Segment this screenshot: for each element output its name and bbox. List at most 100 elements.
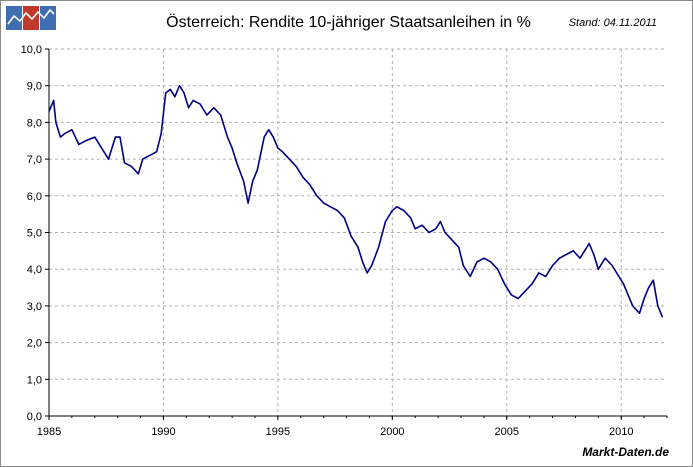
data-point [648, 286, 650, 289]
data-point [119, 136, 121, 138]
data-point [142, 158, 144, 160]
data-point [439, 220, 441, 223]
y-tick-label: 5,0 [27, 228, 42, 240]
y-tick-label: 0,0 [27, 411, 42, 423]
x-tick-label: 1985 [37, 426, 61, 438]
data-point [137, 173, 139, 175]
x-tick-label: 2010 [609, 426, 633, 438]
data-point [545, 275, 547, 278]
data-point [52, 99, 55, 101]
data-point [59, 136, 62, 138]
data-point [183, 92, 185, 94]
data-point [149, 154, 151, 157]
data-point [155, 151, 158, 153]
data-point [572, 250, 574, 252]
data-point [114, 136, 116, 138]
data-point [627, 294, 629, 296]
data-point [252, 180, 254, 182]
data-point [611, 264, 613, 267]
data-point [226, 136, 229, 138]
x-tick-label: 2005 [495, 426, 519, 438]
data-point [622, 283, 625, 285]
data-point [85, 140, 87, 142]
data-point [565, 253, 567, 256]
data-point [593, 253, 595, 256]
data-point [517, 297, 519, 300]
data-point [350, 235, 352, 237]
grid-lines [49, 48, 667, 416]
stand-date: Stand: 04.11.2011 [568, 17, 657, 29]
data-point [604, 257, 606, 259]
data-point [130, 165, 132, 168]
data-point [336, 209, 338, 212]
data-point [288, 158, 290, 160]
data-point [618, 275, 620, 278]
data-point [323, 202, 325, 204]
data-point [597, 268, 599, 270]
data-point [469, 275, 471, 278]
data-point [48, 110, 50, 112]
data-point [55, 121, 57, 123]
series-line [48, 84, 664, 318]
data-point [272, 136, 274, 138]
data-point [206, 114, 208, 116]
data-point [277, 147, 279, 149]
y-tick-label: 6,0 [27, 191, 42, 203]
data-point [107, 158, 110, 160]
data-point [94, 136, 96, 138]
data-point [309, 184, 311, 186]
data-point [435, 228, 437, 230]
data-point [192, 99, 194, 101]
data-point [538, 272, 540, 274]
data-point [531, 283, 533, 285]
chart-title: Österreich: Rendite 10-jähriger Staatsan… [166, 14, 531, 31]
tick-labels: 0,0 1,0 2,0 3,0 4,0 5,0 6,0 7,0 8,0 9,0 10,0 1985 19… [21, 44, 634, 438]
data-point [490, 261, 492, 263]
data-point [213, 107, 215, 109]
data-point [295, 165, 297, 168]
data-point [652, 279, 654, 281]
data-point [343, 217, 345, 219]
source-credit: Markt-Daten.de [582, 445, 669, 459]
data-point [579, 257, 581, 259]
data-point [123, 162, 126, 164]
data-point [476, 261, 478, 263]
data-point [391, 209, 393, 212]
y-tick-label: 7,0 [27, 154, 42, 166]
data-point [462, 264, 464, 267]
data-point [302, 176, 304, 179]
data-point [643, 297, 645, 300]
data-point [160, 132, 162, 135]
data-point [242, 180, 245, 182]
data-point [220, 114, 222, 116]
data-point [78, 143, 80, 146]
y-tick-label: 9,0 [27, 81, 42, 93]
data-point [396, 206, 398, 208]
data-point [256, 169, 258, 171]
data-point [101, 147, 103, 149]
data-point [483, 257, 485, 259]
data-point [558, 257, 561, 259]
data-point [329, 206, 332, 208]
data-point [632, 305, 634, 307]
data-point [316, 195, 318, 197]
data-point [661, 316, 664, 318]
data-point [421, 224, 423, 226]
y-tick-label: 2,0 [27, 338, 42, 350]
data-point [588, 242, 590, 245]
data-point [281, 151, 284, 153]
data-point [263, 136, 265, 138]
y-tick-label: 10,0 [21, 44, 42, 56]
data-point [247, 202, 249, 204]
markt-daten-logo [6, 6, 56, 30]
data-point [174, 96, 176, 98]
data-point [410, 217, 412, 219]
data-point [199, 103, 201, 105]
data-point [451, 239, 453, 241]
data-point [584, 250, 586, 252]
data-point [231, 147, 233, 149]
data-point [71, 129, 73, 131]
logo-trend-line [7, 8, 55, 25]
data-point [503, 283, 506, 285]
